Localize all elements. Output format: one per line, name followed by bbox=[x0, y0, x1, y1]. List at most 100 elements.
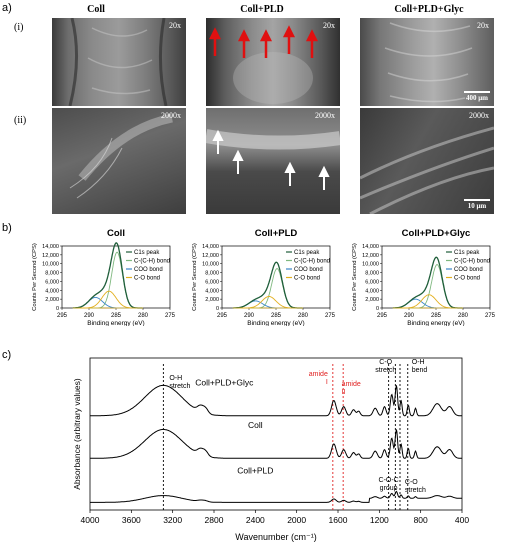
xps-ytick-label-2-0: 0 bbox=[376, 306, 379, 312]
panel-label-a: a) bbox=[2, 2, 12, 14]
sem-col-title-coll-pld-glyc: Coll+PLD+Glyc bbox=[394, 4, 464, 15]
sem-mag-coll-pld-2000x: 2000x bbox=[315, 111, 335, 120]
xps-ytick-label-1-5: 10,000 bbox=[202, 262, 219, 268]
xps-xlabel-0: Binding energy (eV) bbox=[87, 320, 144, 326]
sem-image-coll-20x: 20x bbox=[52, 18, 186, 106]
xps-legend-label-2-3: C-O bond bbox=[454, 276, 480, 282]
xps-legend-label-0-2: COO bond bbox=[134, 267, 163, 273]
xps-xtick-label-2-2: 285 bbox=[431, 313, 442, 319]
ftir-xtick-label-1: 3600 bbox=[122, 515, 141, 525]
sem-image-coll-pld-glyc-2000x: 2000x 10 μm bbox=[360, 108, 494, 214]
sem-texture-coll-20x bbox=[68, 18, 168, 106]
sem-texture-coll-pld-glyc-20x bbox=[384, 22, 473, 103]
xps-legend-label-0-3: C-O bond bbox=[134, 276, 160, 282]
ftir-annotation-0-0: O-H bbox=[169, 375, 182, 382]
xps-legend-label-0-0: C1s peak bbox=[134, 250, 160, 256]
xps-ytick-label-1-0: 0 bbox=[216, 306, 219, 312]
xps-ytick-label-0-7: 14,000 bbox=[42, 244, 59, 250]
xps-ytick-label-2-6: 12,000 bbox=[362, 253, 379, 259]
xps-xtick-label-0-1: 290 bbox=[84, 313, 95, 319]
sem-texture-coll-pld-glyc-2000x bbox=[360, 126, 494, 214]
ftir-ylabel: Absorbance (arbitrary values) bbox=[72, 378, 82, 490]
ftir-annotation-5-0: C-O-C bbox=[379, 477, 399, 484]
sem-col-title-coll: Coll bbox=[87, 4, 105, 15]
ftir-xtick-label-7: 1200 bbox=[370, 515, 389, 525]
ftir-annotation-2-0: amide bbox=[342, 381, 361, 388]
ftir-series-label-0: Coll+PLD+Glyc bbox=[195, 377, 254, 387]
xps-xtick-label-1-0: 295 bbox=[217, 313, 228, 319]
ftir-annotation-3-1: stretch bbox=[375, 367, 396, 374]
row-label-ii: (ii) bbox=[14, 115, 27, 126]
xps-title-1: Coll+PLD bbox=[255, 228, 298, 239]
ftir-xtick-label-8: 800 bbox=[414, 515, 428, 525]
xps-ytick-label-0-2: 4,000 bbox=[45, 288, 59, 294]
xps-xtick-label-1-1: 290 bbox=[244, 313, 255, 319]
ftir-annotation-5-1: group bbox=[380, 485, 398, 492]
xps-ytick-label-2-7: 14,000 bbox=[362, 244, 379, 250]
ftir-frame bbox=[89, 357, 463, 511]
xps-xtick-label-2-1: 290 bbox=[404, 313, 415, 319]
xps-legend-label-1-1: C-(C-H) bond bbox=[294, 259, 330, 265]
xps-chart-1: Coll+PLD 0 2,000 4,000 6,000 8,000 10,000 12,00… bbox=[192, 228, 336, 326]
ftir-annotation-3-0: C-O bbox=[379, 359, 392, 366]
ftir-series-0 bbox=[90, 384, 462, 417]
ftir-xtick-label-2: 3200 bbox=[163, 515, 182, 525]
xps-legend-label-2-1: C-(C-H) bond bbox=[454, 259, 490, 265]
xps-xtick-label-0-3: 280 bbox=[138, 313, 149, 319]
ftir-chart: 4000 3600 3200 2800 2400 2000 1600 1200 800 400 Wa… bbox=[72, 357, 469, 542]
xps-ytick-label-1-7: 14,000 bbox=[202, 244, 219, 250]
xps-ytick-label-1-1: 2,000 bbox=[205, 297, 219, 303]
xps-xlabel-2: Binding energy (eV) bbox=[407, 320, 464, 326]
xps-chart-0: Coll 0 2,000 4,000 6,000 8,000 10,000 12,000 14,… bbox=[32, 228, 176, 326]
xps-component-2-0 bbox=[392, 264, 463, 309]
xps-ytick-label-2-3: 6,000 bbox=[365, 279, 379, 285]
ftir-annotation-6-0: C-O bbox=[405, 479, 418, 486]
xps-ytick-label-0-5: 10,000 bbox=[42, 262, 59, 268]
xps-ytick-label-0-0: 0 bbox=[56, 306, 59, 312]
xps-ytick-label-0-1: 2,000 bbox=[45, 297, 59, 303]
xps-component-0-0 bbox=[72, 251, 143, 309]
ftir-annotation-4-0: O-H bbox=[412, 359, 425, 366]
ftir-series-label-2: Coll+PLD bbox=[237, 466, 273, 476]
xps-title-0: Coll bbox=[107, 228, 125, 239]
sem-image-coll-pld-2000x: 2000x bbox=[206, 108, 340, 214]
xps-xtick-label-1-3: 280 bbox=[298, 313, 309, 319]
xps-ytick-label-1-2: 4,000 bbox=[205, 288, 219, 294]
sem-image-coll-pld-20x: 20x bbox=[206, 18, 340, 106]
ftir-xlabel: Wavenumber (cm⁻¹) bbox=[235, 532, 316, 542]
xps-legend-label-2-0: C1s peak bbox=[454, 250, 480, 256]
xps-ytick-label-2-2: 4,000 bbox=[365, 288, 379, 294]
ftir-xtick-label-3: 2800 bbox=[205, 515, 224, 525]
xps-ytick-label-1-4: 8,000 bbox=[205, 271, 219, 277]
scale-bar-10um-label: 10 μm bbox=[467, 202, 487, 210]
xps-c1s-peak-0 bbox=[72, 242, 143, 309]
ftir-annotation-1-0: amide bbox=[309, 371, 328, 378]
sem-arrows-coll-pld-20x bbox=[208, 25, 319, 104]
xps-legend-label-1-0: C1s peak bbox=[294, 250, 320, 256]
xps-xtick-label-1-4: 275 bbox=[325, 313, 336, 319]
panel-label-b: b) bbox=[2, 222, 12, 234]
xps-c1s-peak-1 bbox=[232, 261, 303, 309]
sem-mag-coll-20x: 20x bbox=[169, 21, 181, 30]
ftir-series-2 bbox=[90, 490, 462, 503]
xps-chart-2: Coll+PLD+Glyc 0 2,000 4,000 6,000 8,000 10,000… bbox=[352, 228, 496, 326]
xps-ytick-label-2-1: 2,000 bbox=[365, 297, 379, 303]
sem-texture-coll-2000x bbox=[69, 113, 173, 199]
xps-ytick-label-0-3: 6,000 bbox=[45, 279, 59, 285]
ftir-xtick-label-4: 2400 bbox=[246, 515, 265, 525]
ftir-series-1 bbox=[90, 428, 462, 459]
xps-xtick-label-2-4: 275 bbox=[485, 313, 496, 319]
ftir-series-label-1: Coll bbox=[248, 420, 263, 430]
ftir-annotation-4-1: bend bbox=[412, 367, 428, 374]
ftir-xtick-label-6: 1600 bbox=[329, 515, 348, 525]
xps-ytick-label-2-4: 8,000 bbox=[365, 271, 379, 277]
xps-ylabel-1: Counts Per Second (CPS) bbox=[192, 243, 198, 311]
sem-mag-coll-2000x: 2000x bbox=[161, 111, 181, 120]
sem-image-coll-2000x: 2000x bbox=[52, 108, 186, 214]
xps-xtick-label-0-2: 285 bbox=[111, 313, 122, 319]
scale-bar-10um: 10 μm bbox=[464, 199, 490, 210]
xps-xtick-label-0-4: 275 bbox=[165, 313, 176, 319]
ftir-annotation-1-1: I bbox=[326, 379, 328, 386]
xps-xtick-label-0-0: 295 bbox=[57, 313, 68, 319]
xps-ytick-label-1-6: 12,000 bbox=[202, 253, 219, 259]
